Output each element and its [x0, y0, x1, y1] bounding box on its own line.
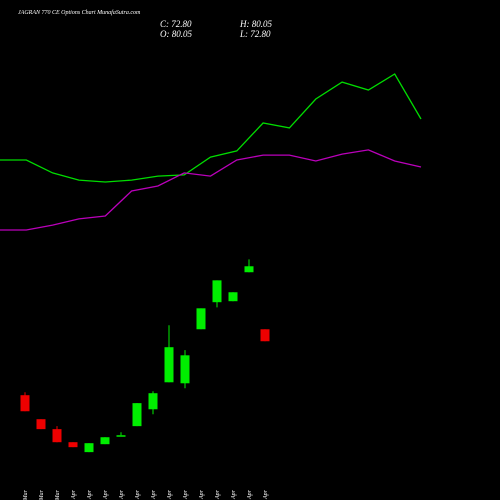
x-tick-label: 07 Apr [119, 489, 125, 500]
x-tick-label: 02 Apr [87, 489, 93, 500]
candle-body [196, 308, 206, 330]
indicator-line [0, 149, 422, 231]
candle-body [68, 442, 78, 448]
x-tick-label: 17 Apr [215, 489, 221, 500]
candle-body [84, 443, 94, 453]
candle-body [212, 280, 222, 303]
x-tick-label: 03 Apr [103, 489, 109, 500]
candle-body [180, 355, 190, 384]
candle-body [132, 403, 142, 427]
candle-body [164, 347, 174, 383]
open-label: O: 80.05 [160, 29, 192, 39]
x-tick-label: 24 Apr [262, 489, 269, 500]
close-label: C: 72.80 [160, 19, 192, 29]
indicator-line [0, 73, 422, 183]
x-tick-label: 01 Apr [71, 489, 77, 500]
x-tick-label: 25 Mar [23, 489, 29, 500]
x-tick-label: 11 Apr [167, 489, 173, 500]
candle-body [52, 429, 62, 443]
x-tick-label: 16 Apr [199, 489, 205, 500]
candle-body [20, 395, 30, 412]
x-tick-label: 27 Mar [39, 489, 45, 500]
candle-body [100, 437, 110, 445]
high-label: H: 80.05 [239, 19, 272, 29]
x-tick-label: 21 Apr [231, 489, 237, 500]
candle-body [148, 393, 158, 410]
candle-body [244, 266, 254, 273]
x-tick-label: 09 Apr [151, 489, 157, 500]
x-tick-label: 15 Apr [183, 489, 189, 500]
candle-body [36, 419, 46, 430]
candle-body [260, 329, 270, 342]
candle-body [116, 435, 126, 437]
chart-title: JAGRAN 770 CE Options Chart MunafaSutra.… [18, 9, 141, 16]
x-tick-label: 28 Mar [55, 489, 61, 500]
x-tick-label: 08 Apr [135, 489, 141, 500]
low-label: L: 72.80 [239, 29, 271, 39]
x-tick-label: 22 Apr [247, 489, 253, 500]
candle-body [228, 292, 238, 302]
